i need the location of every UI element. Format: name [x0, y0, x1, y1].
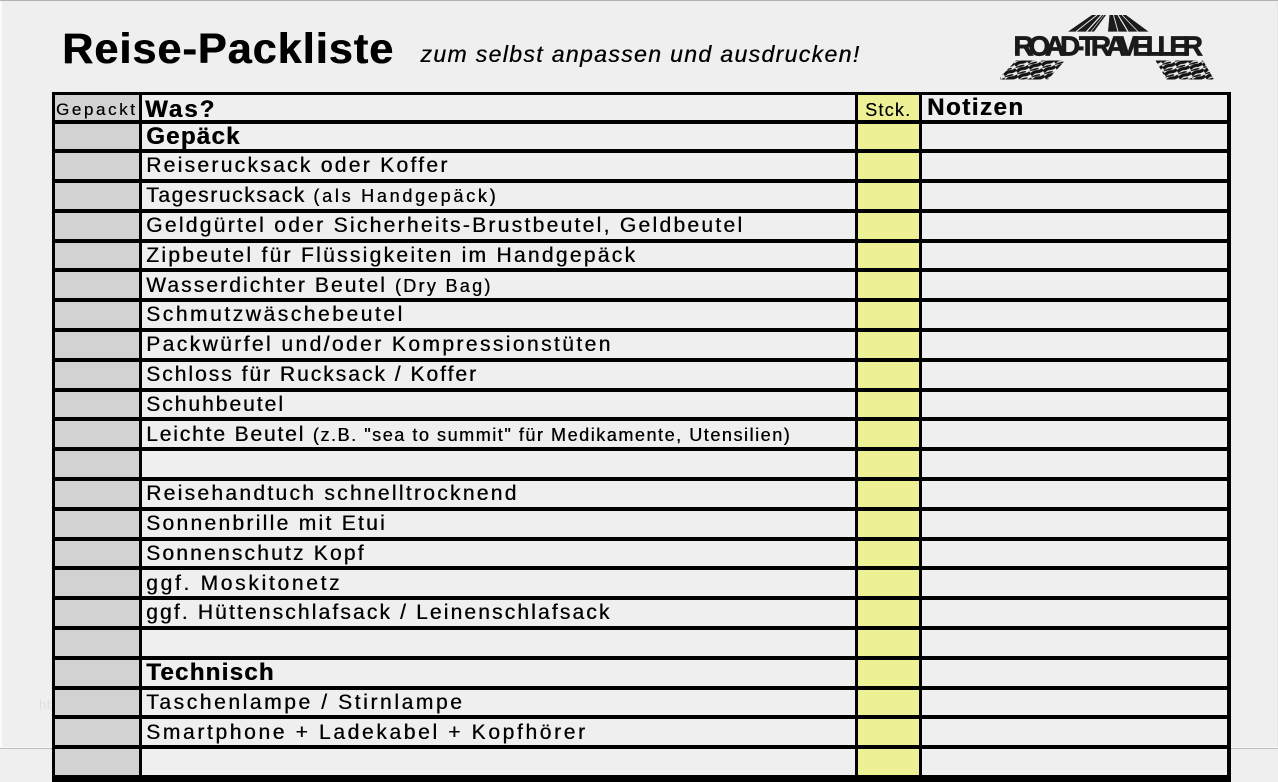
svg-text:ROAD-TRAVELLER: ROAD-TRAVELLER [1014, 31, 1204, 62]
